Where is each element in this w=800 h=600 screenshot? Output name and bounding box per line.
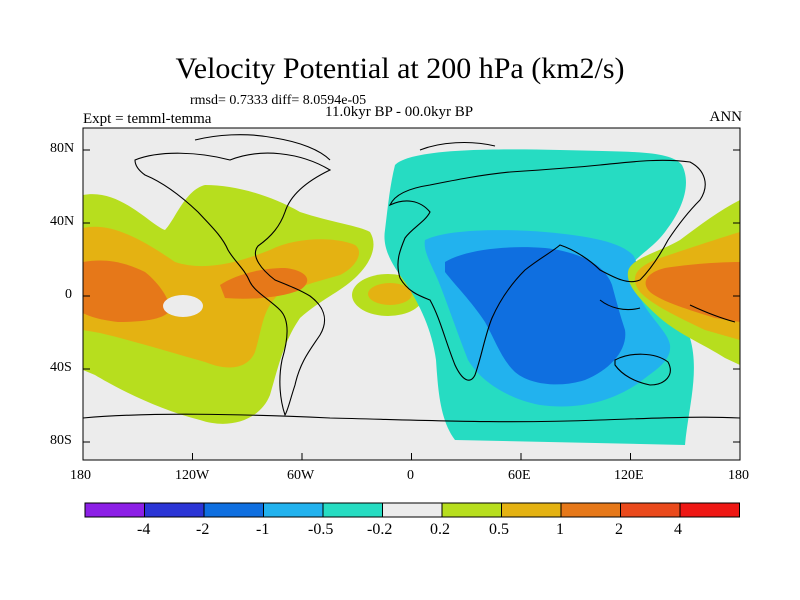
contour-wpacific-inner <box>645 262 740 322</box>
x-tick-label: 60E <box>508 468 531 483</box>
x-tick-label: 60W <box>287 468 315 483</box>
x-tick-label: 180 <box>728 468 749 483</box>
colorbar-box <box>560 502 621 518</box>
contour-atlantic-patch-inner <box>368 283 412 305</box>
axis-ticks <box>82 149 741 460</box>
y-tick-label: 80S <box>50 433 72 448</box>
y-tick-label: 40S <box>50 360 72 375</box>
colorbar-box <box>322 502 383 518</box>
contour-field <box>83 128 740 460</box>
y-tick-label: 40N <box>50 214 75 229</box>
experiment-label: Expt = temml-temma <box>83 111 212 127</box>
season-label: ANN <box>709 109 743 125</box>
contour-neutral-pocket <box>163 295 203 317</box>
colorbar-label: -0.5 <box>308 521 334 538</box>
colorbar-box <box>263 502 324 518</box>
colorbar-label: 4 <box>674 521 682 538</box>
colorbar-box <box>203 502 264 518</box>
x-tick-label: 0 <box>407 468 414 483</box>
colorbar-box <box>620 502 681 518</box>
colorbar <box>84 502 740 518</box>
x-tick-label: 180 <box>70 468 91 483</box>
colorbar-box <box>144 502 205 518</box>
y-tick-label: 0 <box>65 287 72 302</box>
period-label: 11.0kyr BP - 00.0kyr BP <box>325 104 474 120</box>
colorbar-box <box>84 502 145 518</box>
colorbar-label: -4 <box>137 521 151 538</box>
coastlines <box>83 134 740 423</box>
colorbar-box <box>382 502 443 518</box>
x-tick-label: 120W <box>175 468 210 483</box>
colorbar-label: 0.2 <box>430 521 450 538</box>
colorbar-box <box>679 502 740 518</box>
colorbar-label: -1 <box>256 521 270 538</box>
colorbar-label: 2 <box>615 521 623 538</box>
plot-title: Velocity Potential at 200 hPa (km2/s) <box>175 52 625 85</box>
colorbar-box <box>501 502 562 518</box>
colorbar-label: 0.5 <box>489 521 509 538</box>
colorbar-label: -2 <box>196 521 210 538</box>
y-tick-label: 80N <box>50 141 75 156</box>
colorbar-label: -0.2 <box>367 521 393 538</box>
contour-positive-inner-2 <box>220 268 308 299</box>
contour-negative-inner <box>445 247 626 385</box>
stats-subtitle: rmsd= 0.7333 diff= 8.0594e-05 <box>190 93 367 108</box>
contour-positive-inner <box>83 260 170 322</box>
contour-positive-mid <box>83 226 360 368</box>
x-tick-label: 120E <box>614 468 644 483</box>
colorbar-box <box>441 502 502 518</box>
colorbar-label: 1 <box>556 521 564 538</box>
